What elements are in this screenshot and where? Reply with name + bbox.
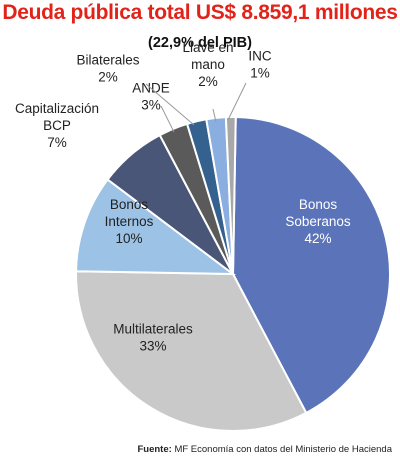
leader-line [145,83,195,126]
slice-value-label: 2% [198,74,218,89]
slice-value-label: 10% [115,231,142,246]
chart-subtitle: (22,9% del PIB) [148,35,252,51]
slice-label-ande: ANDE3% [132,81,170,113]
slice-name-label: Bilaterales [76,53,139,68]
slice-name-label: mano [191,57,225,72]
pie-chart: Bonos Soberanos 42% Multilaterales 33% Bonos I… [15,40,391,432]
leader-line [160,105,175,133]
slice-name-label: INC [248,49,272,64]
slice-name-label: Llave en [182,40,233,55]
slice-label-llave-en-mano: Llave en mano 2% [182,40,233,89]
source-text: MF Economía con datos del Ministerio de … [174,444,392,455]
slice-label-capitalización-bcp: Capitalización BCP 7% [15,101,99,150]
source-prefix: Fuente: [137,444,172,455]
slice-value-label: 7% [47,135,67,150]
leader-line [212,108,217,123]
slice-name-label: BCP [43,118,71,133]
slice-name-label: Bonos [110,197,149,212]
slice-label-bonos-internos: Bonos Internos 10% [105,197,154,246]
slice-name-label: Capitalización [15,101,99,116]
slice-name-label: Bonos [299,197,338,212]
pie-slice-bonos-internos [75,178,237,276]
slice-value-label: 1% [250,66,270,81]
source-note: Fuente: MF Economía con datos del Minist… [137,444,392,455]
pie-slice-inc [224,115,237,275]
slice-label-bilaterales: Bilaterales 2% [76,53,139,85]
slice-label-bonos-soberanos: Bonos Soberanos 42% [285,197,351,246]
slice-name-label: Multilaterales [113,322,193,337]
pie-slice-multilaterales [75,270,308,432]
slice-label-inc: INC 1% [248,49,272,81]
chart-title: Deuda pública total US$ 8.859,1 millones [2,1,398,24]
slice-value-label: 3% [141,98,161,113]
slice-value-label: 42% [304,231,331,246]
pie-slice-bonos-soberanos [231,116,391,415]
slice-label-multilaterales: Multilaterales 33% [113,322,193,354]
slice-value-label: 2% [98,70,118,85]
slice-value-label: 33% [139,339,166,354]
slice-name-label: Internos [105,214,154,229]
leader-line [227,82,247,121]
slice-name-label: Soberanos [285,214,351,229]
